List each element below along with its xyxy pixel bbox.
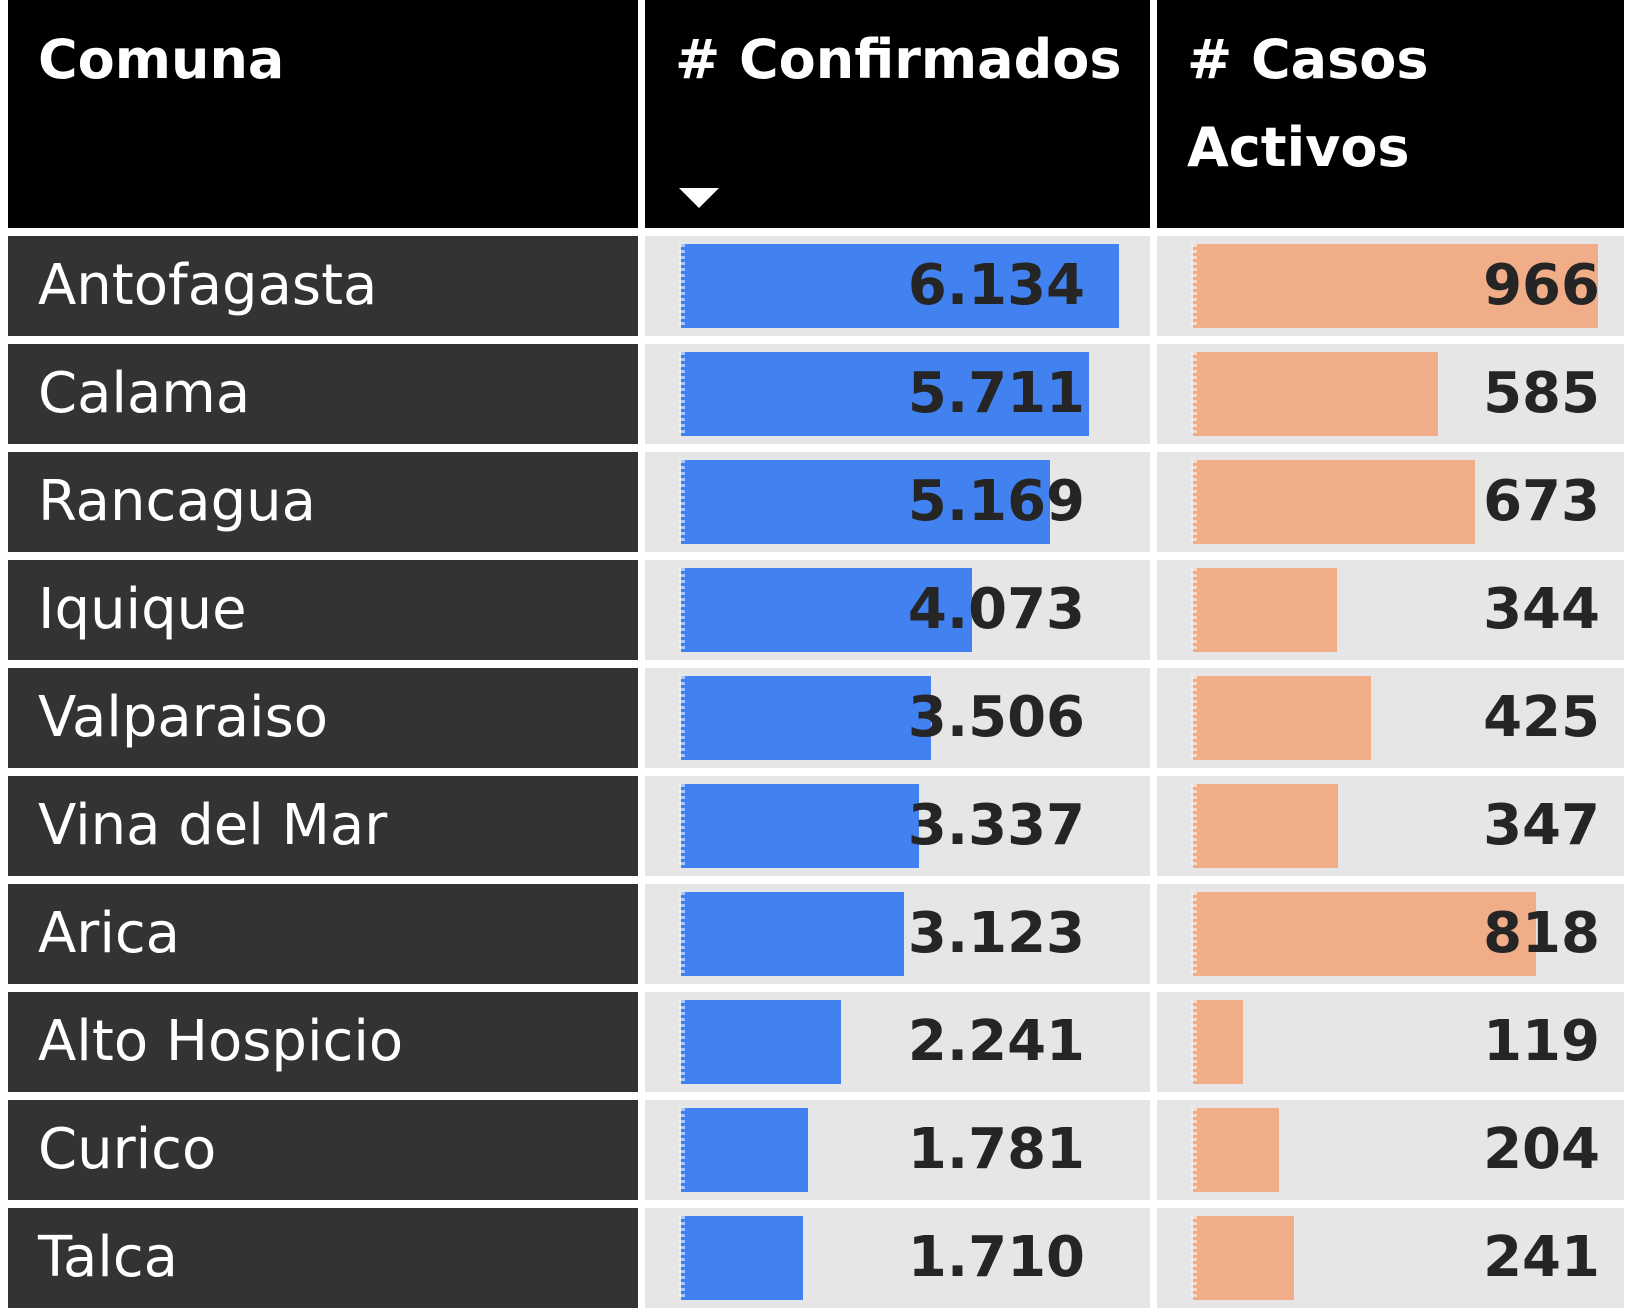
comuna-cell: Calama — [8, 344, 638, 444]
column-header-label: Comuna — [38, 28, 285, 91]
confirmados-cell: 6.134 — [645, 236, 1150, 336]
comuna-cell: Vina del Mar — [8, 776, 638, 876]
casos-activos-value: 585 — [1483, 361, 1600, 426]
casos-activos-value: 425 — [1483, 685, 1600, 750]
bar-baseline — [1191, 1216, 1197, 1300]
casos-activos-cell: 818 — [1157, 884, 1624, 984]
confirmados-cell: 3.123 — [645, 884, 1150, 984]
confirmados-bar — [681, 1216, 804, 1300]
casos-activos-cell: 425 — [1157, 668, 1624, 768]
casos-activos-cell: 344 — [1157, 560, 1624, 660]
bar-baseline — [679, 784, 685, 868]
casos-activos-bar — [1193, 244, 1598, 328]
bar-baseline — [679, 460, 685, 544]
confirmados-value: 2.241 — [907, 1009, 1085, 1074]
casos-activos-cell: 241 — [1157, 1208, 1624, 1308]
casos-activos-bar — [1193, 568, 1338, 652]
data-table: Comuna # Confirmados # Casos Activos Ant… — [8, 0, 1624, 1314]
bar-baseline — [1191, 352, 1197, 436]
bar-baseline — [1191, 784, 1197, 868]
confirmados-bar — [681, 892, 904, 976]
confirmados-bar — [681, 1000, 842, 1084]
comuna-cell: Antofagasta — [8, 236, 638, 336]
bar-baseline — [679, 244, 685, 328]
confirmados-bar — [681, 1108, 809, 1192]
casos-activos-value: 204 — [1483, 1117, 1600, 1182]
casos-activos-cell: 585 — [1157, 344, 1624, 444]
confirmados-bar — [681, 784, 920, 868]
casos-activos-bar — [1193, 1108, 1279, 1192]
column-header-confirmados[interactable]: # Confirmados — [645, 0, 1150, 228]
comuna-cell: Iquique — [8, 560, 638, 660]
casos-activos-bar — [1193, 460, 1476, 544]
casos-activos-bar — [1193, 676, 1372, 760]
confirmados-cell: 2.241 — [645, 992, 1150, 1092]
casos-activos-value: 344 — [1483, 577, 1600, 642]
casos-activos-cell: 119 — [1157, 992, 1624, 1092]
bar-baseline — [679, 676, 685, 760]
confirmados-value: 1.781 — [907, 1117, 1085, 1182]
confirmados-value: 6.134 — [907, 253, 1085, 318]
casos-activos-cell: 347 — [1157, 776, 1624, 876]
confirmados-cell: 5.711 — [645, 344, 1150, 444]
bar-baseline — [679, 568, 685, 652]
confirmados-value: 3.506 — [907, 685, 1085, 750]
column-header-comuna[interactable]: Comuna — [8, 0, 638, 228]
casos-activos-bar — [1193, 784, 1339, 868]
casos-activos-cell: 204 — [1157, 1100, 1624, 1200]
casos-activos-value: 119 — [1483, 1009, 1600, 1074]
confirmados-cell: 1.781 — [645, 1100, 1150, 1200]
comuna-cell: Alto Hospicio — [8, 992, 638, 1092]
casos-activos-value: 673 — [1483, 469, 1600, 534]
confirmados-cell: 1.710 — [645, 1208, 1150, 1308]
confirmados-value: 5.711 — [907, 361, 1085, 426]
casos-activos-cell: 673 — [1157, 452, 1624, 552]
bar-baseline — [679, 1216, 685, 1300]
casos-activos-bar — [1193, 892, 1536, 976]
bar-baseline — [679, 1108, 685, 1192]
casos-activos-cell: 966 — [1157, 236, 1624, 336]
casos-activos-value: 241 — [1483, 1225, 1600, 1290]
confirmados-cell: 5.169 — [645, 452, 1150, 552]
casos-activos-bar — [1193, 1216, 1295, 1300]
confirmados-bar — [681, 352, 1089, 436]
casos-activos-value: 347 — [1483, 793, 1600, 858]
bar-baseline — [1191, 1000, 1197, 1084]
confirmados-cell: 3.337 — [645, 776, 1150, 876]
confirmados-bar — [681, 460, 1051, 544]
comuna-cell: Talca — [8, 1208, 638, 1308]
casos-activos-bar — [1193, 1000, 1243, 1084]
casos-activos-bar — [1193, 352, 1439, 436]
confirmados-bar — [681, 244, 1119, 328]
bar-baseline — [1191, 676, 1197, 760]
comuna-cell: Arica — [8, 884, 638, 984]
confirmados-value: 5.169 — [907, 469, 1085, 534]
column-header-label: # Casos Activos — [1187, 28, 1429, 179]
confirmados-bar — [681, 568, 972, 652]
column-header-label: # Confirmados — [675, 28, 1122, 91]
bar-baseline — [679, 892, 685, 976]
bar-baseline — [1191, 568, 1197, 652]
comuna-cell: Valparaiso — [8, 668, 638, 768]
column-header-casos-activos[interactable]: # Casos Activos — [1157, 0, 1624, 228]
confirmados-value: 1.710 — [907, 1225, 1085, 1290]
bar-baseline — [679, 352, 685, 436]
confirmados-value: 4.073 — [907, 577, 1085, 642]
casos-activos-value: 966 — [1483, 253, 1600, 318]
confirmados-bar — [681, 676, 932, 760]
confirmados-value: 3.123 — [907, 901, 1085, 966]
confirmados-cell: 3.506 — [645, 668, 1150, 768]
confirmados-value: 3.337 — [907, 793, 1085, 858]
comuna-cell: Rancagua — [8, 452, 638, 552]
bar-baseline — [1191, 460, 1197, 544]
comuna-cell: Curico — [8, 1100, 638, 1200]
sort-descending-icon[interactable] — [679, 188, 719, 208]
bar-baseline — [1191, 1108, 1197, 1192]
bar-baseline — [1191, 244, 1197, 328]
bar-baseline — [679, 1000, 685, 1084]
casos-activos-value: 818 — [1483, 901, 1600, 966]
bar-baseline — [1191, 892, 1197, 976]
confirmados-cell: 4.073 — [645, 560, 1150, 660]
